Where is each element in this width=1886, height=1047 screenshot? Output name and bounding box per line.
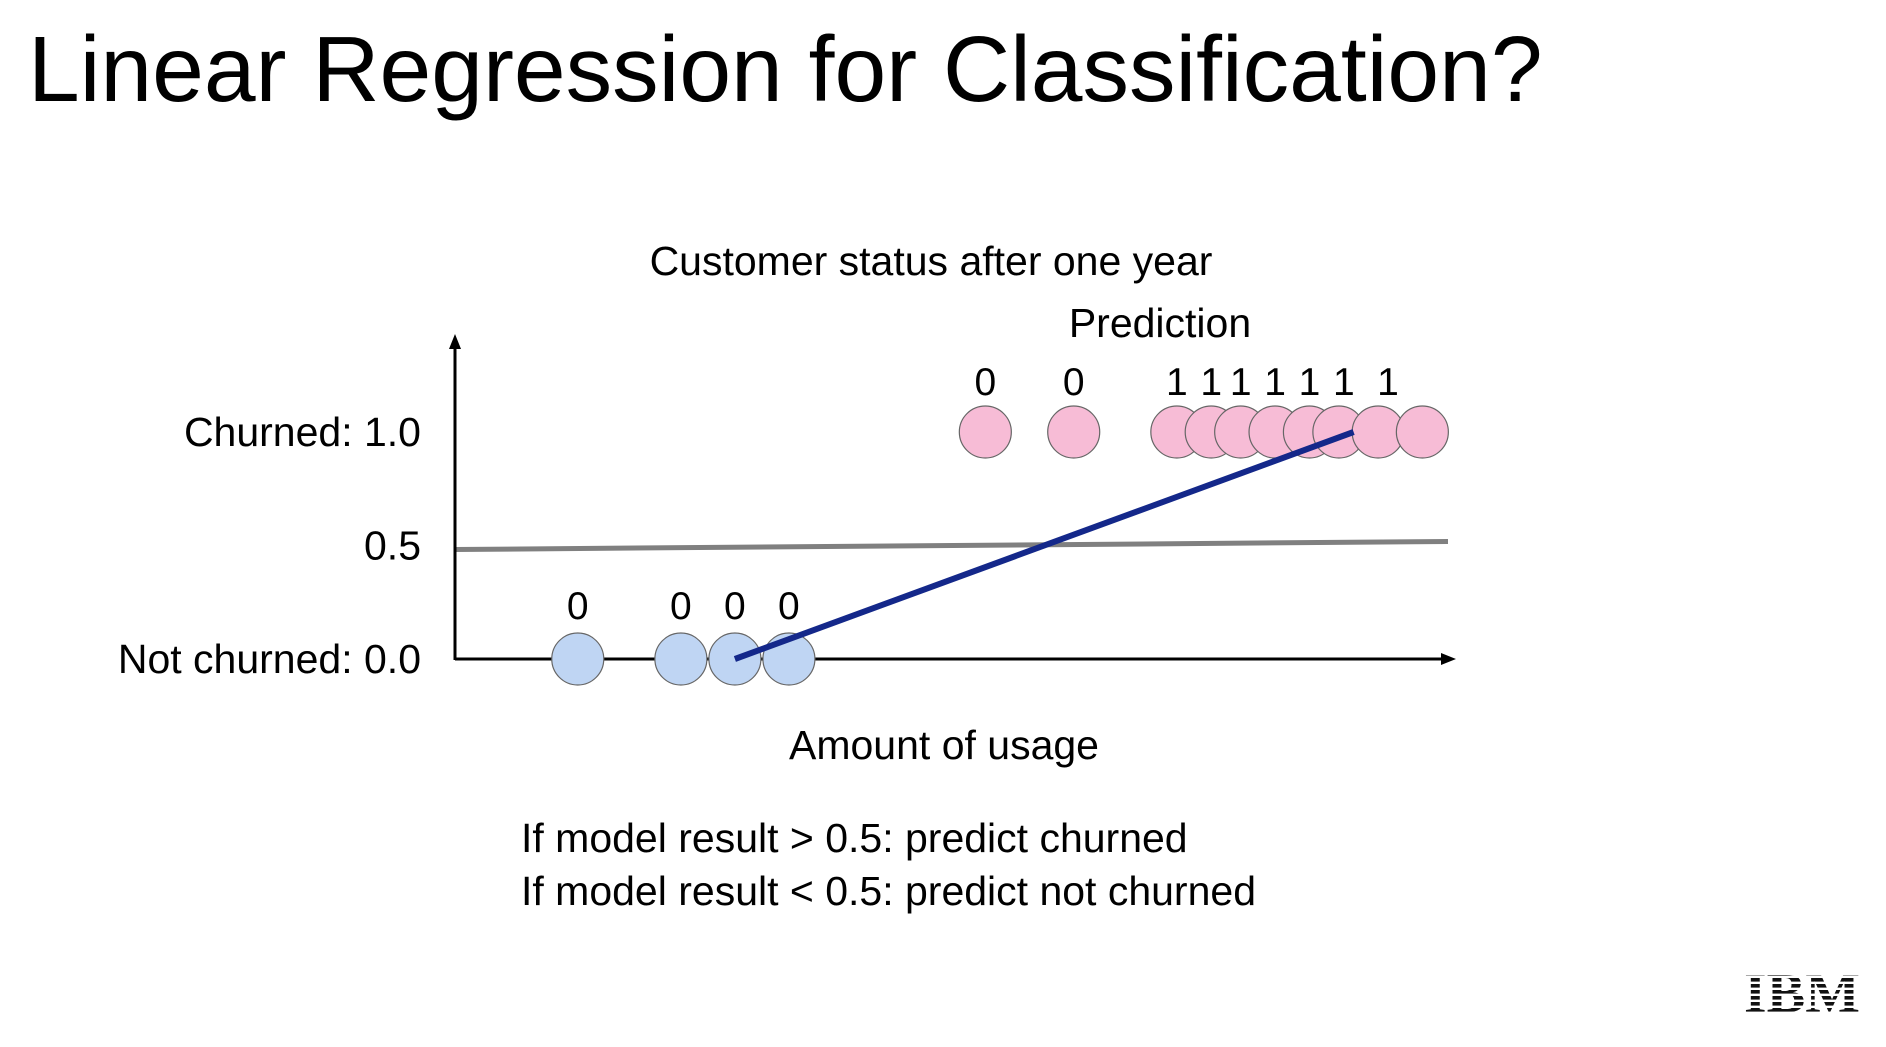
prediction-label: 1: [1377, 361, 1399, 404]
data-point: [1047, 405, 1101, 459]
regression-layer: [733, 429, 1355, 662]
data-point: [958, 405, 1012, 459]
data-point: [654, 632, 708, 686]
prediction-label: 0: [670, 585, 692, 628]
threshold-line: [454, 539, 1449, 552]
prediction-label: 1: [1264, 361, 1286, 404]
prediction-label: 1: [1299, 361, 1321, 404]
y-tick-label: Not churned: 0.0: [118, 636, 421, 682]
chart-title: Customer status after one year: [650, 238, 1213, 284]
y-tick-labels: Churned: 1.0 0.5 Not churned: 0.0: [118, 409, 421, 682]
prediction-header: Prediction: [1069, 300, 1251, 346]
ibm-logo: IBM: [1744, 966, 1860, 1018]
prediction-label: 1: [1230, 361, 1252, 404]
prediction-label: 1: [1166, 361, 1188, 404]
prediction-label: 0: [778, 585, 800, 628]
prediction-label: 0: [724, 585, 746, 628]
prediction-label: 1: [1200, 361, 1222, 404]
rule-not-churned: If model result < 0.5: predict not churn…: [521, 868, 1256, 914]
y-tick-label: 0.5: [364, 523, 421, 569]
slide-title: Linear Regression for Classification?: [28, 17, 1543, 121]
data-point: [551, 632, 605, 686]
threshold-layer: [454, 539, 1449, 552]
data-point: [1395, 405, 1449, 459]
prediction-label: 0: [1063, 361, 1085, 404]
prediction-label: 0: [567, 585, 589, 628]
axes: [449, 334, 1456, 665]
x-axis-arrowhead: [1441, 653, 1456, 665]
decision-rules: If model result > 0.5: predict churned I…: [521, 812, 1256, 918]
regression-line: [733, 429, 1355, 662]
x-axis-label: Amount of usage: [789, 722, 1099, 768]
prediction-labels: 0 0 0 00 0 1 1 1 1 1 1 1: [567, 361, 1399, 628]
prediction-label: 0: [974, 361, 996, 404]
rule-churned: If model result > 0.5: predict churned: [521, 815, 1188, 861]
svg-text:IBM: IBM: [1744, 966, 1860, 1018]
y-tick-label: Churned: 1.0: [184, 409, 421, 455]
prediction-label: 1: [1333, 361, 1355, 404]
y-axis-arrowhead: [449, 334, 461, 349]
